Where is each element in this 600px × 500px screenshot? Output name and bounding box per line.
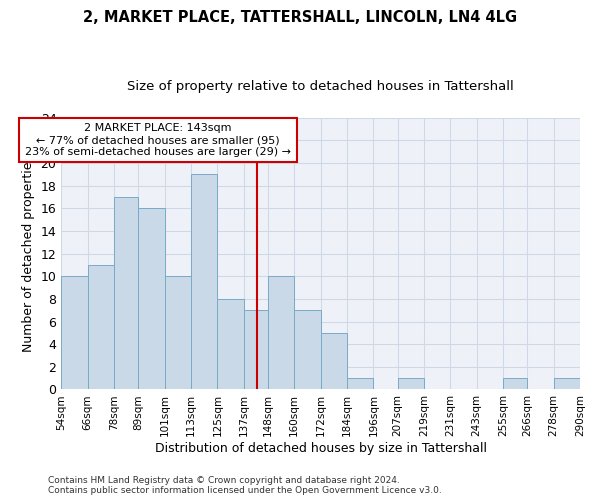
Bar bbox=[347, 378, 373, 390]
Bar bbox=[268, 276, 294, 390]
Bar bbox=[164, 276, 191, 390]
Text: Contains HM Land Registry data © Crown copyright and database right 2024.
Contai: Contains HM Land Registry data © Crown c… bbox=[48, 476, 442, 495]
Bar bbox=[114, 197, 138, 390]
Text: 2, MARKET PLACE, TATTERSHALL, LINCOLN, LN4 4LG: 2, MARKET PLACE, TATTERSHALL, LINCOLN, L… bbox=[83, 10, 517, 25]
Bar bbox=[503, 378, 527, 390]
Bar bbox=[217, 299, 244, 390]
Bar bbox=[244, 310, 268, 390]
Bar bbox=[554, 378, 580, 390]
Bar bbox=[191, 174, 217, 390]
Bar bbox=[61, 276, 88, 390]
Bar bbox=[294, 310, 320, 390]
Bar bbox=[320, 333, 347, 390]
Title: Size of property relative to detached houses in Tattershall: Size of property relative to detached ho… bbox=[127, 80, 514, 93]
Bar bbox=[138, 208, 164, 390]
X-axis label: Distribution of detached houses by size in Tattershall: Distribution of detached houses by size … bbox=[155, 442, 487, 455]
Text: 2 MARKET PLACE: 143sqm
← 77% of detached houses are smaller (95)
23% of semi-det: 2 MARKET PLACE: 143sqm ← 77% of detached… bbox=[25, 124, 291, 156]
Bar bbox=[88, 265, 114, 390]
Y-axis label: Number of detached properties: Number of detached properties bbox=[22, 155, 35, 352]
Bar bbox=[398, 378, 424, 390]
